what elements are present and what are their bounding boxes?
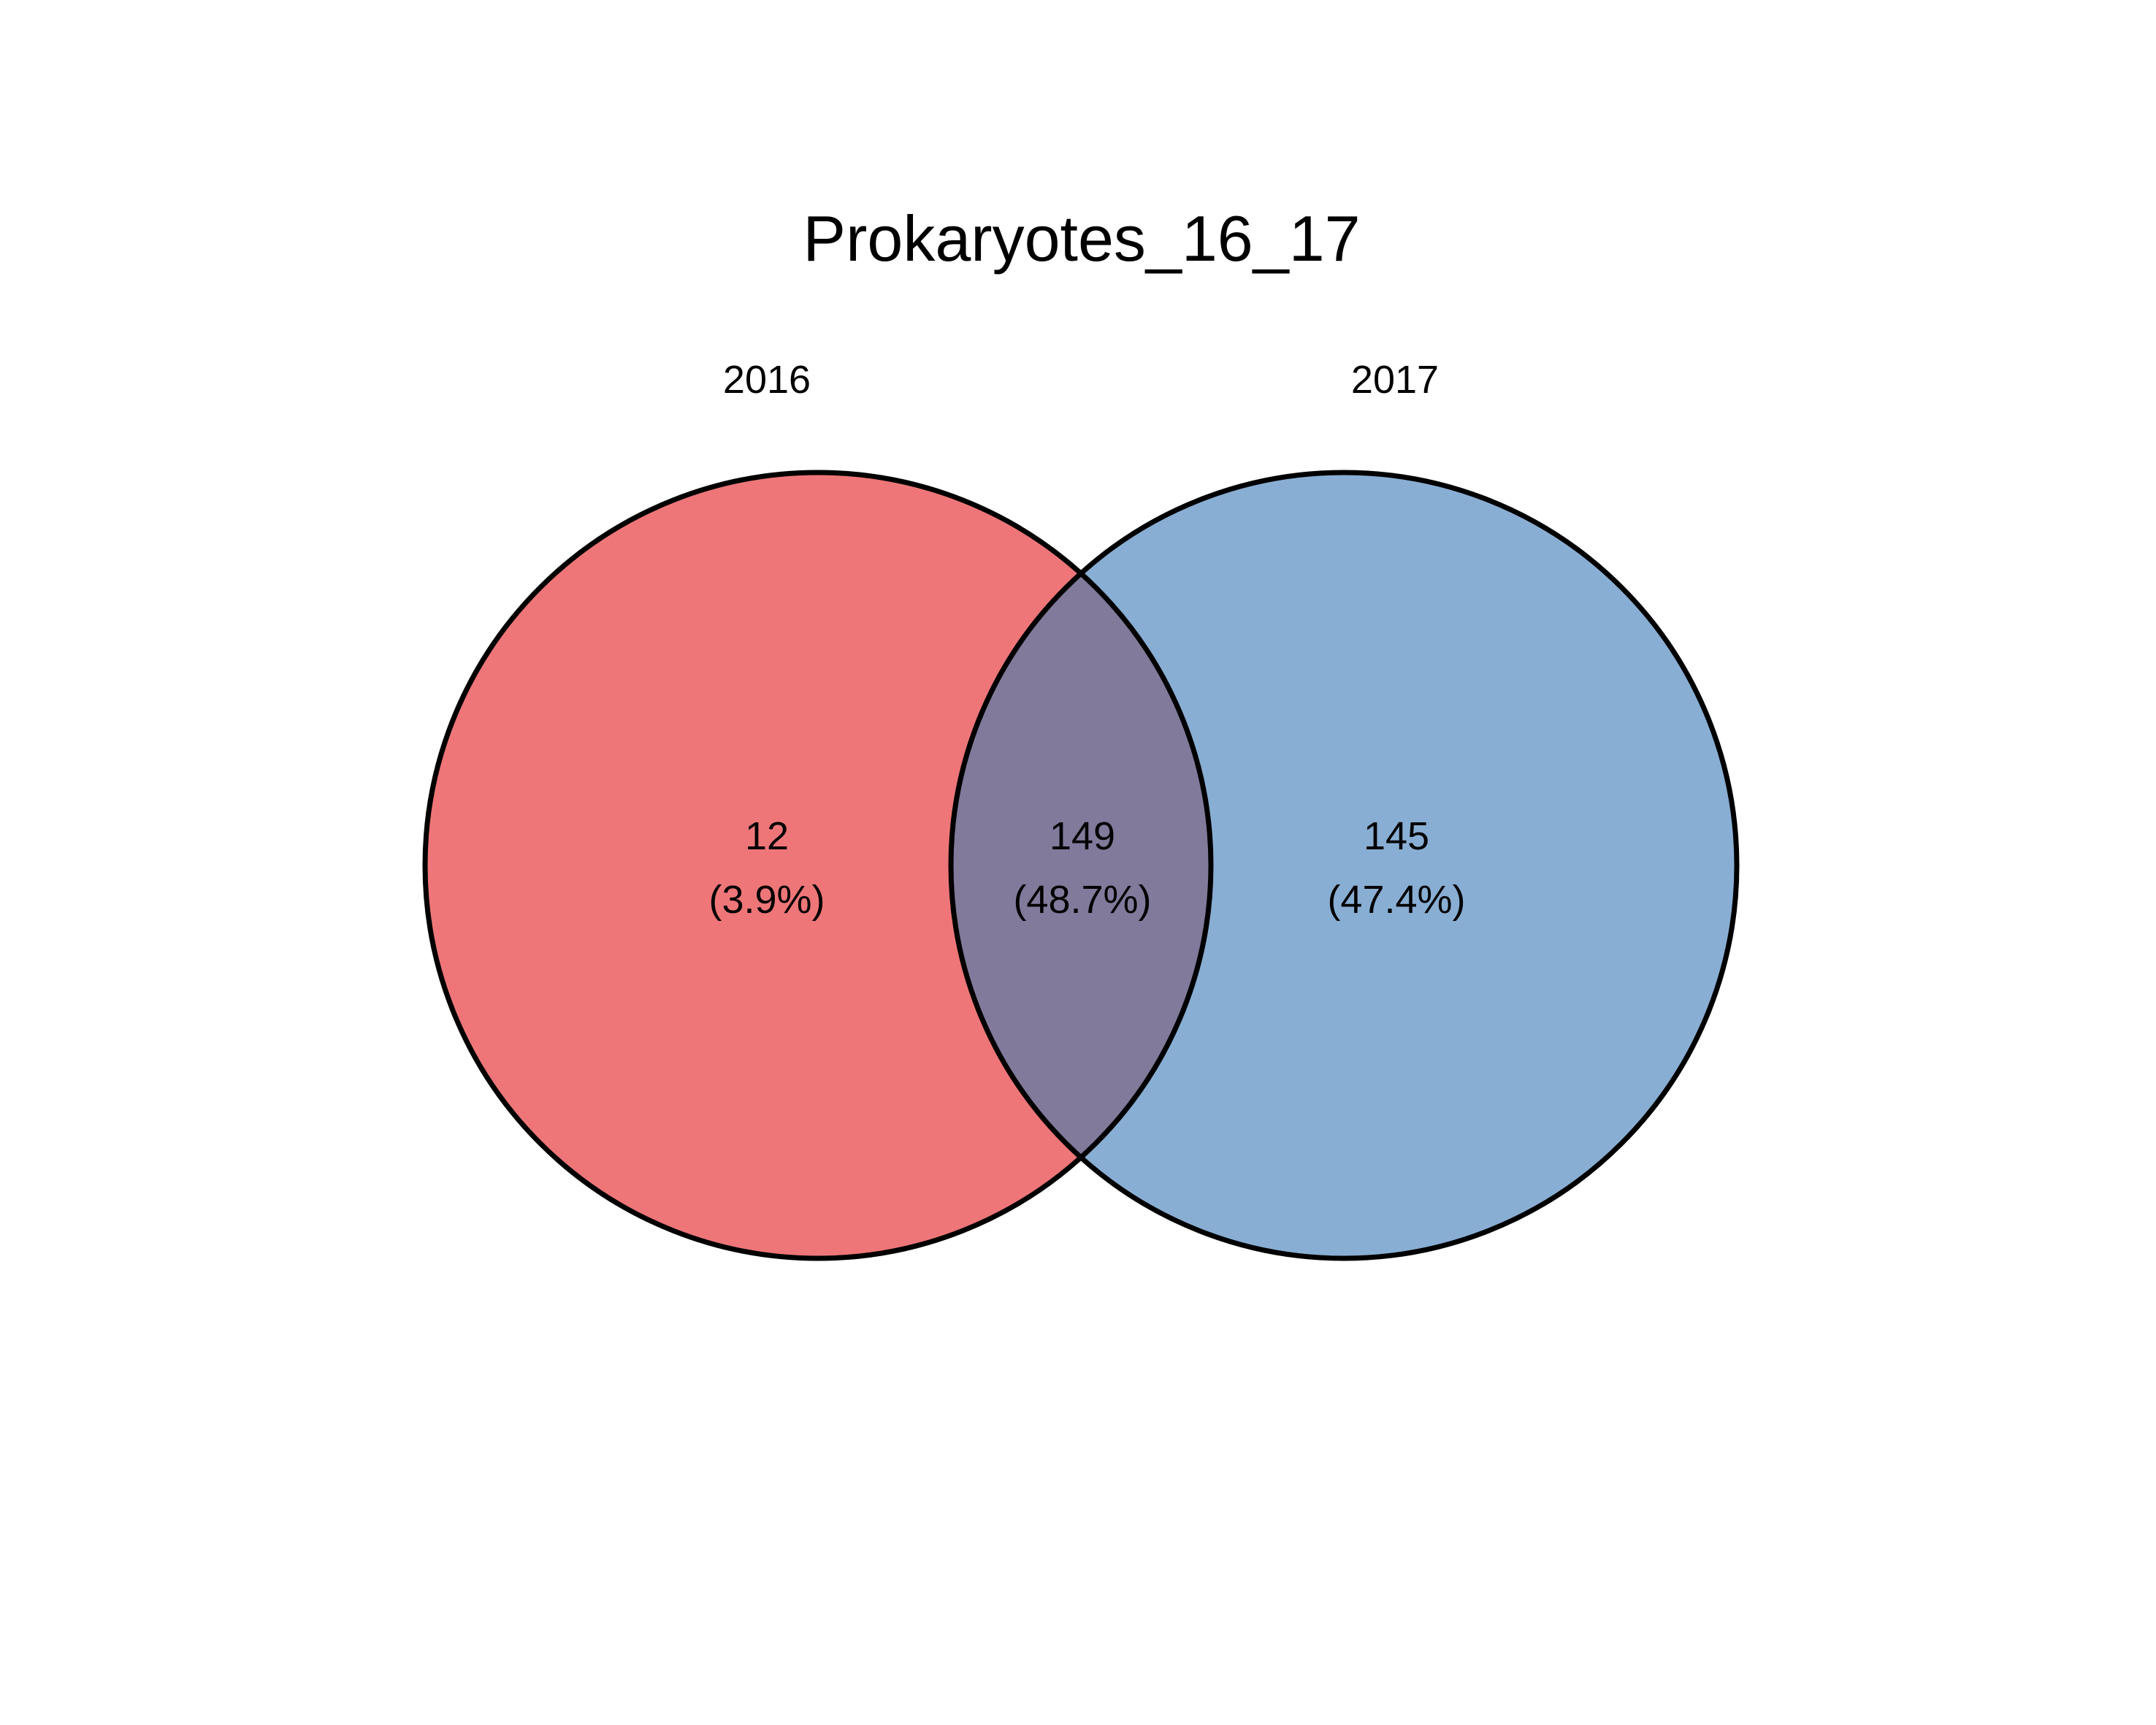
region-percent-2016-only: (3.9%) [708,878,825,922]
region-count-2016-only: 12 [745,814,789,858]
region-count-intersection: 149 [1050,814,1115,858]
set-outline-2017 [948,470,1740,1261]
set-outline-2016 [422,470,1214,1261]
diagram-title: Prokaryotes_16_17 [803,202,1360,275]
region-percent-2017-only: (47.4%) [1327,878,1465,922]
intersection-region [951,473,1211,1258]
region-percent-intersection: (48.7%) [1013,878,1151,922]
set-label-2017: 2017 [1351,358,1439,402]
region-count-2017-only: 145 [1364,814,1429,858]
set-label-2016: 2016 [723,358,811,402]
